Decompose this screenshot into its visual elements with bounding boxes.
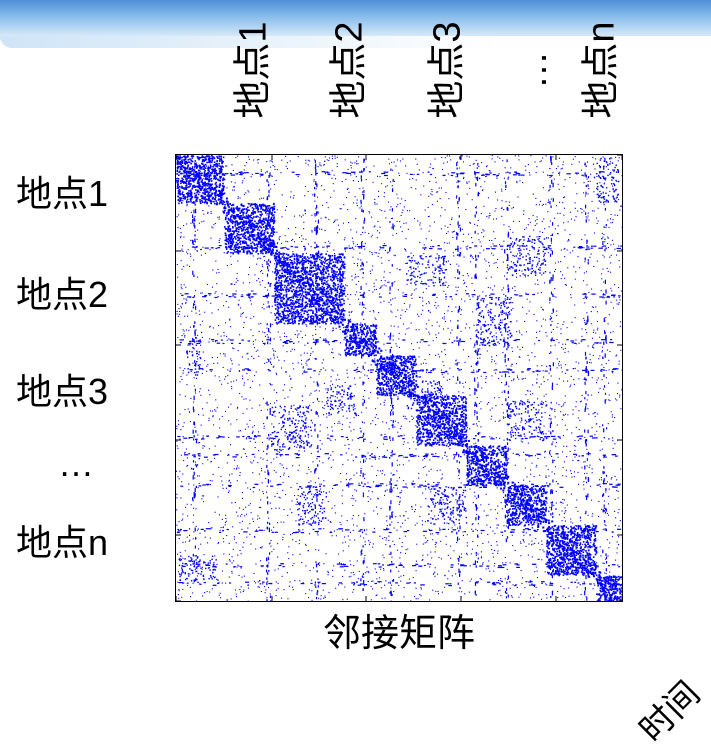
row-label-ellipsis: …	[58, 443, 94, 484]
header-banner	[0, 0, 711, 40]
matrix-dots	[176, 155, 622, 601]
matrix-caption: 邻接矩阵	[322, 611, 475, 655]
time-axis-label: 时间	[632, 674, 708, 749]
adjacency-matrix-plot	[176, 155, 622, 601]
adjacency-matrix	[175, 154, 623, 602]
matrix-ticks	[176, 155, 622, 601]
column-label-1: 地点1	[233, 21, 276, 119]
row-label-1: 地点1	[16, 173, 109, 214]
column-label-n: 地点n	[581, 21, 624, 119]
row-label-3: 地点3	[16, 371, 109, 412]
header-banner-highlight	[0, 36, 711, 48]
row-label-2: 地点2	[16, 274, 109, 315]
column-label-2: 地点2	[329, 21, 372, 119]
column-label-3: 地点3	[427, 21, 470, 119]
column-label-ellipsis: …	[513, 51, 555, 89]
row-label-n: 地点n	[16, 522, 109, 563]
